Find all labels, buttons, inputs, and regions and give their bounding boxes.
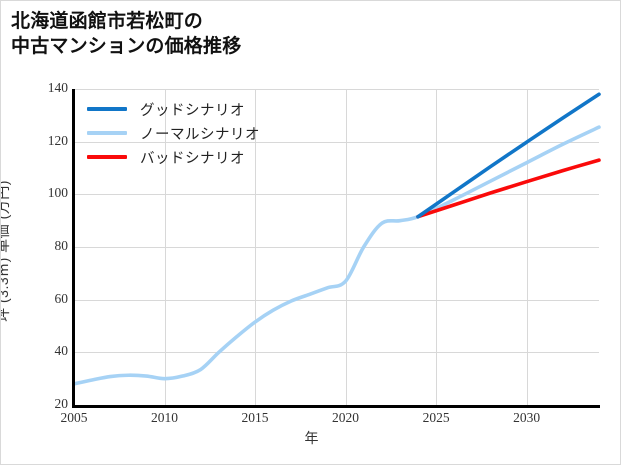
series-line <box>416 92 601 219</box>
y-tick-label: 40 <box>54 343 69 359</box>
x-tick-label: 2010 <box>151 410 179 425</box>
legend-swatch-normal <box>87 131 127 135</box>
y-tick-label: 80 <box>54 238 69 253</box>
series-layer <box>72 92 601 386</box>
gridline-vertical <box>436 89 438 405</box>
x-tick-label: 2025 <box>422 410 450 425</box>
page-title: 北海道函館市若松町の 中古マンションの価格推移 <box>11 11 242 58</box>
gridline-vertical <box>345 89 347 405</box>
legend-label-bad: バッドシナリオ <box>140 150 245 167</box>
legend-label-good: グッドシナリオ <box>140 102 245 119</box>
y-tick-label: 140 <box>47 80 68 95</box>
x-axis-label: 年 <box>304 430 319 446</box>
series-line <box>416 158 601 219</box>
x-tick-label: 2030 <box>513 410 541 425</box>
x-tick-label: 2020 <box>332 410 360 425</box>
gridline-vertical <box>526 89 528 405</box>
gridline-vertical <box>255 89 257 405</box>
plot-area <box>72 89 601 406</box>
y-axis-label-text: 坪 (3.3㎡) 単価 (万円) <box>0 180 11 322</box>
x-axis-line <box>72 405 600 408</box>
gridline-horizontal <box>74 194 599 196</box>
legend-label-normal: ノーマルシナリオ <box>140 126 260 143</box>
series-line <box>72 125 601 386</box>
y-tick-label: 60 <box>54 290 69 306</box>
y-tick-label: 120 <box>47 132 68 148</box>
legend: グッドシナリオ ノーマルシナリオ バッドシナリオ <box>79 93 268 175</box>
gridline-horizontal <box>74 352 599 354</box>
y-axis-label: 坪 (3.3㎡) 単価 (万円) <box>1 1 17 322</box>
legend-item-good[interactable]: グッドシナリオ <box>87 97 260 121</box>
x-tick-label: 2005 <box>60 410 88 425</box>
gridline-horizontal <box>74 89 599 90</box>
y-tick-labels: 20 40 60 80 100 120 140 <box>23 1 69 464</box>
gridline-vertical <box>164 89 166 405</box>
legend-swatch-good <box>87 107 127 111</box>
gridline-vertical <box>74 89 75 405</box>
y-tick-label: 20 <box>54 396 69 411</box>
y-tick-label: 100 <box>47 185 68 201</box>
x-tick-label: 2015 <box>241 410 269 425</box>
gridline-horizontal <box>74 247 599 248</box>
gridline-horizontal <box>74 141 599 143</box>
legend-item-normal[interactable]: ノーマルシナリオ <box>87 121 260 145</box>
legend-item-bad[interactable]: バッドシナリオ <box>87 145 260 169</box>
gridline-horizontal <box>74 299 599 301</box>
y-axis-line <box>72 89 75 407</box>
legend-swatch-bad <box>87 155 127 159</box>
